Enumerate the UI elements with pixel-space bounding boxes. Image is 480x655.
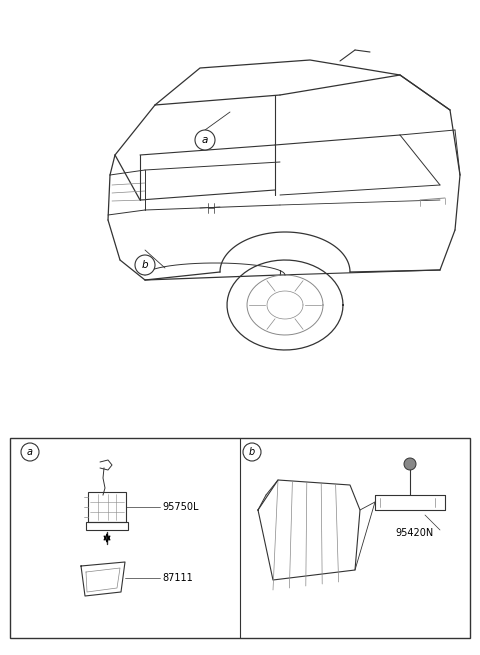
Circle shape <box>243 443 261 461</box>
Text: a: a <box>27 447 33 457</box>
Circle shape <box>135 255 155 275</box>
Bar <box>88 492 126 522</box>
Text: b: b <box>249 447 255 457</box>
Text: b: b <box>142 260 148 270</box>
Text: 95750L: 95750L <box>162 502 199 512</box>
Bar <box>86 522 128 530</box>
Text: 95420N: 95420N <box>395 528 433 538</box>
Circle shape <box>404 458 416 470</box>
Text: a: a <box>202 135 208 145</box>
Bar <box>10 438 470 638</box>
Circle shape <box>195 130 215 150</box>
Text: 87111: 87111 <box>162 573 193 583</box>
Circle shape <box>21 443 39 461</box>
